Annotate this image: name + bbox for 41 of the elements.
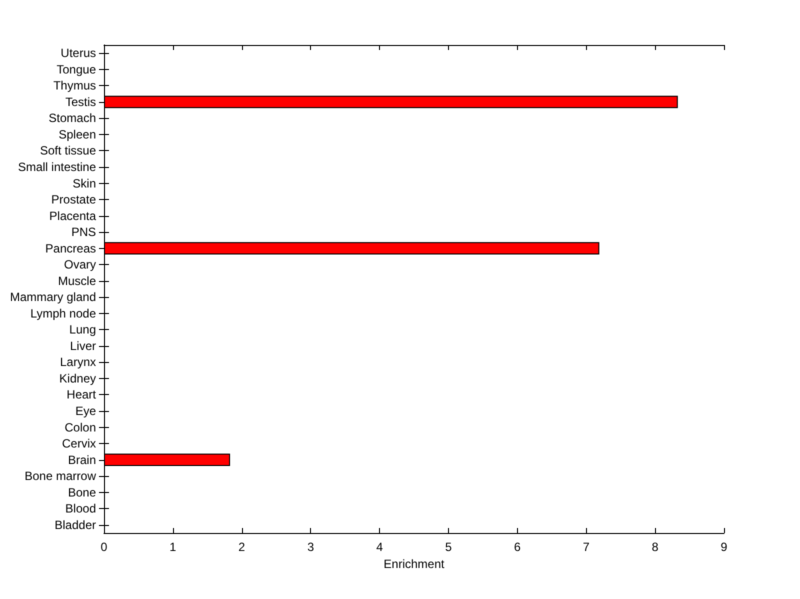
y-tick-label: Kidney: [59, 371, 96, 386]
y-tick-label: Placenta: [49, 208, 96, 223]
x-tick-label: 0: [100, 540, 108, 554]
y-tick-label: Bone: [68, 485, 96, 500]
y-tick-label: Spleen: [58, 127, 96, 142]
x-tick-label: 5: [445, 540, 452, 554]
y-tick-label: Lung: [69, 322, 96, 337]
y-tick-label: Larynx: [60, 355, 96, 370]
y-tick-label: Liver: [70, 338, 96, 353]
y-tick-label: Thymus: [53, 78, 96, 93]
y-tick-label: Ovary: [64, 258, 96, 272]
y-tick-label: Heart: [66, 388, 97, 402]
x-tick-label: 9: [720, 540, 728, 554]
y-tick-label: Pancreas: [45, 241, 96, 256]
y-tick-label: Skin: [72, 176, 96, 190]
y-tick-label: Prostate: [51, 192, 96, 207]
y-tick-label: Mammary gland: [10, 290, 96, 304]
y-tick-label: Small intestine: [18, 160, 96, 174]
x-axis-title: Enrichment: [384, 556, 446, 571]
y-tick-label: Eye: [75, 404, 96, 418]
y-tick-label: Stomach: [48, 111, 96, 126]
y-tick-label: Testis: [65, 94, 96, 109]
y-tick-label: PNS: [71, 225, 96, 240]
y-tick-label: Blood: [65, 502, 96, 516]
x-tick-label: 7: [582, 540, 590, 554]
x-tick-label: 6: [514, 540, 521, 554]
y-tick-label: Uterus: [60, 46, 96, 60]
y-tick-label: Muscle: [58, 274, 96, 288]
x-tick-label: 8: [652, 540, 659, 554]
x-tick-label: 2: [238, 540, 246, 554]
y-tick-label: Bladder: [54, 518, 96, 532]
y-tick-label: Colon: [64, 420, 96, 434]
x-tick-label: 3: [307, 540, 314, 554]
x-tick-label: 4: [376, 540, 384, 554]
y-tick-label: Lymph node: [30, 306, 96, 320]
y-tick-label: Cervix: [62, 436, 96, 451]
y-tick-label: Brain: [68, 452, 96, 467]
y-tick-label: Soft tissue: [40, 144, 96, 158]
y-tick-label: Bone marrow: [24, 469, 96, 484]
y-tick-label: Tongue: [56, 62, 96, 76]
x-tick-label: 1: [170, 540, 177, 554]
